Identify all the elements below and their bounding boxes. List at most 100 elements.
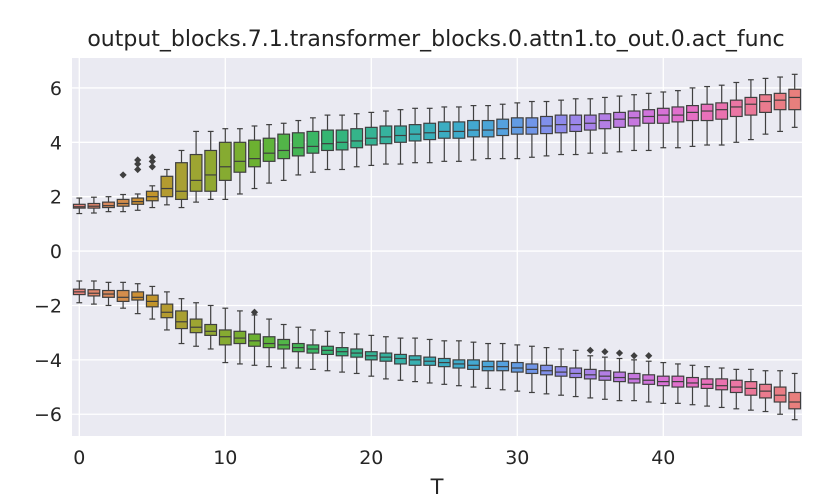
box-body: [598, 370, 612, 381]
box-body: [583, 114, 597, 131]
box-body: [613, 111, 626, 128]
y-tick-label: −6: [34, 404, 62, 426]
box-negative-5: [145, 285, 159, 320]
box-negative-17: [321, 330, 334, 372]
box-positive-46: [744, 79, 758, 141]
box-body: [788, 391, 802, 410]
box-positive-32: [540, 100, 553, 157]
box-body: [554, 114, 568, 134]
box-positive-29: [496, 103, 510, 160]
box-body: [759, 94, 772, 113]
box-negative-25: [437, 340, 451, 385]
box-positive-41: [671, 90, 685, 149]
outlier-point: [134, 156, 142, 164]
box-negative-34: [569, 349, 583, 398]
box-body: [218, 141, 232, 181]
box-body: [467, 119, 480, 138]
outlier-point: [148, 153, 156, 161]
y-axis-ticks: −6 −4 −2 0 2 4 6: [34, 78, 62, 426]
box-body: [700, 378, 714, 390]
box-body: [540, 364, 553, 376]
box-body: [306, 130, 320, 154]
box-positive-45: [729, 81, 743, 143]
box-negative-21: [379, 336, 393, 380]
box-positive-39: [642, 92, 656, 152]
box-positive-8: [189, 130, 203, 203]
box-body: [510, 117, 524, 135]
box-body: [204, 149, 218, 192]
box-body: [175, 162, 188, 201]
outlier-point: [586, 346, 594, 354]
box-negative-36: [598, 348, 612, 400]
box-body: [321, 129, 334, 152]
box-body: [233, 141, 247, 173]
box-body: [262, 137, 276, 162]
box-positive-23: [408, 107, 422, 164]
box-body: [277, 338, 291, 350]
box-body: [189, 318, 203, 334]
box-positive-37: [613, 95, 626, 153]
outlier-point: [148, 157, 156, 165]
box-negative-48: [773, 370, 787, 415]
box-negative-41: [671, 363, 685, 404]
box-body: [598, 113, 612, 130]
x-tick-label: 30: [505, 447, 529, 469]
box-positive-7: [175, 149, 188, 209]
box-body: [481, 119, 495, 138]
box-body: [145, 190, 159, 202]
box-body: [627, 110, 641, 127]
box-positive-43: [700, 85, 714, 146]
box-body: [379, 125, 393, 145]
box-body: [481, 360, 495, 372]
box-body: [437, 121, 451, 139]
box-negative-3: [116, 281, 130, 309]
box-positive-42: [686, 87, 699, 147]
box-negative-45: [729, 368, 743, 410]
box-negative-16: [306, 329, 320, 370]
box-negative-12: [248, 308, 261, 366]
y-tick-label: 2: [50, 187, 62, 209]
box-positive-15: [291, 119, 305, 176]
outlier-point: [615, 349, 624, 357]
box-negative-35: [583, 346, 597, 399]
chart-title: output_blocks.7.1.transformer_blocks.0.a…: [87, 27, 784, 52]
box-body: [452, 121, 466, 139]
box-positive-33: [554, 99, 568, 156]
box-positive-5: [145, 153, 159, 209]
box-negative-11: [233, 310, 247, 365]
box-positive-14: [277, 122, 291, 181]
box-body: [350, 128, 364, 149]
box-body: [715, 378, 729, 391]
outlier-point: [250, 308, 259, 316]
box-positive-30: [510, 102, 524, 160]
outlier-point: [134, 160, 142, 168]
outlier-point: [148, 163, 156, 171]
y-tick-label: 6: [50, 78, 62, 100]
y-tick-label: −2: [34, 295, 62, 317]
box-body: [525, 363, 539, 375]
box-positive-3: [116, 171, 130, 213]
box-negative-24: [423, 338, 437, 384]
box-body: [788, 88, 802, 111]
box-body: [277, 133, 291, 160]
box-positive-17: [321, 114, 334, 171]
box-body: [656, 107, 670, 124]
box-negative-31: [525, 345, 539, 394]
y-tick-label: −4: [34, 350, 62, 372]
outlier-point: [601, 348, 609, 356]
box-positive-18: [335, 114, 349, 171]
box-negative-28: [481, 342, 495, 390]
box-body: [656, 375, 670, 387]
box-negative-30: [510, 344, 524, 392]
outlier-point: [645, 352, 653, 360]
box-body: [248, 333, 261, 347]
box-positive-4: [131, 156, 145, 211]
box-negative-37: [613, 349, 626, 402]
box-negative-14: [277, 323, 291, 369]
box-body: [773, 386, 787, 403]
box-body: [394, 125, 407, 143]
box-positive-48: [773, 76, 787, 133]
box-body: [131, 291, 145, 301]
box-negative-19: [350, 333, 364, 375]
